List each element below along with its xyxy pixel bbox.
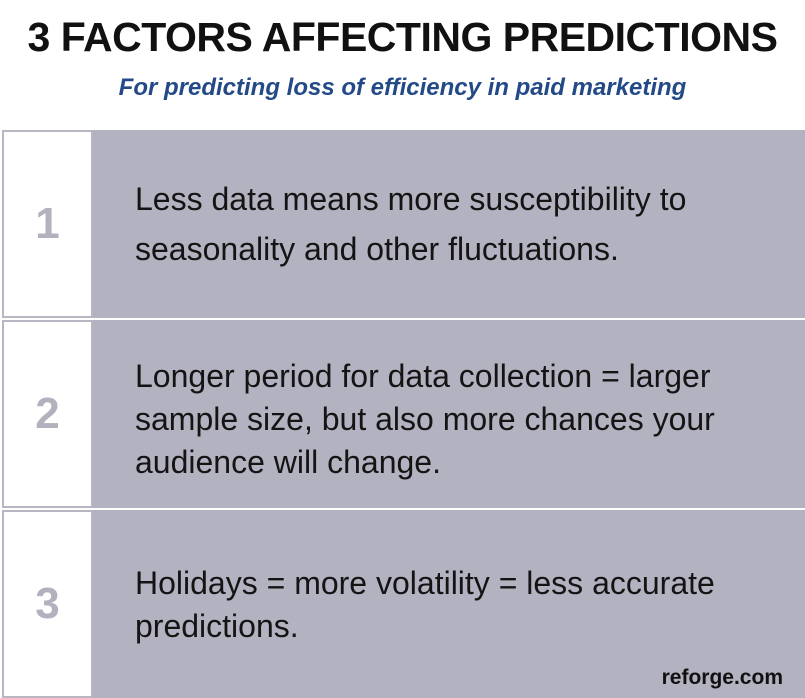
- factor-text: Longer period for data collection = larg…: [135, 358, 715, 480]
- factor-item: 3 Holidays = more volatility = less accu…: [0, 510, 805, 698]
- factor-item: 1 Less data means more susceptibility to…: [0, 130, 805, 318]
- factor-text: Less data means more susceptibility to s…: [135, 181, 687, 267]
- page-subtitle: For predicting loss of efficiency in pai…: [118, 74, 687, 101]
- factor-number: 2: [35, 389, 60, 438]
- factor-number-box: 1: [2, 130, 93, 318]
- factor-text-panel: Longer period for data collection = larg…: [93, 320, 805, 508]
- factor-text: Holidays = more volatility = less accura…: [135, 565, 715, 644]
- page-title: 3 FACTORS AFFECTING PREDICTIONS: [27, 14, 778, 60]
- factors-list: 1 Less data means more susceptibility to…: [0, 130, 805, 698]
- factor-text-panel: Less data means more susceptibility to s…: [93, 130, 805, 318]
- factor-item: 2 Longer period for data collection = la…: [0, 320, 805, 508]
- factor-number-box: 3: [2, 510, 93, 698]
- factor-number: 1: [35, 199, 60, 248]
- factor-text-panel: Holidays = more volatility = less accura…: [93, 510, 805, 698]
- brand-label: reforge.com: [661, 666, 783, 689]
- factor-number: 3: [35, 579, 60, 628]
- factor-number-box: 2: [2, 320, 93, 508]
